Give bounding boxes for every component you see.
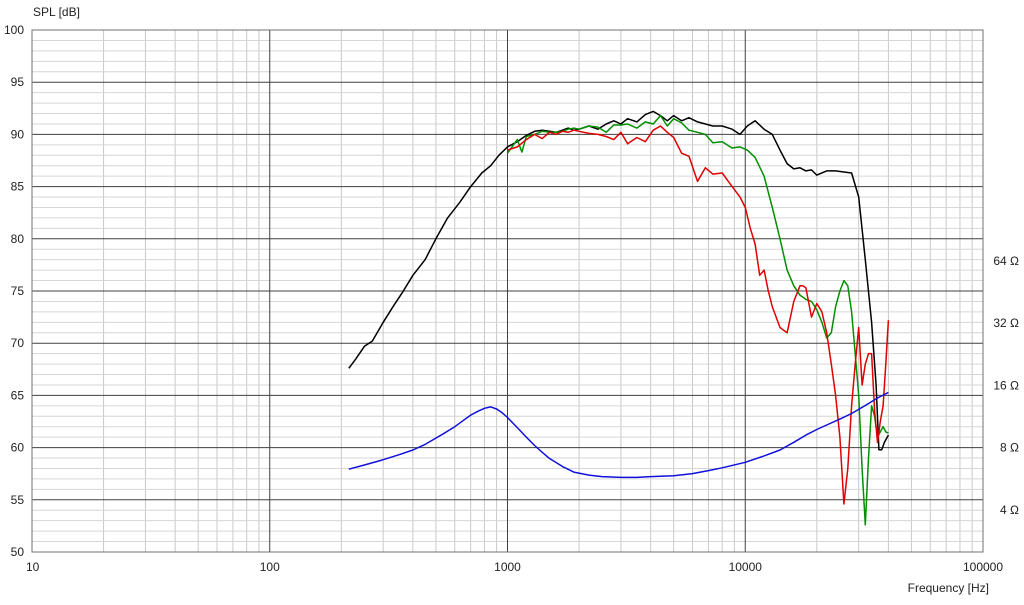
y-tick-label: 65	[11, 388, 25, 402]
x-tick-label: 10	[26, 560, 40, 574]
x-tick-label: 1000	[494, 560, 521, 574]
y2-tick-label: 16 Ω	[993, 378, 1019, 392]
series-line-4	[348, 391, 889, 479]
y-tick-label: 60	[11, 441, 25, 455]
series-line-1	[348, 110, 890, 451]
x-axis-label: Frequency [Hz]	[908, 581, 989, 595]
y2-tick-label: 32 Ω	[993, 316, 1019, 330]
y-tick-label: 85	[11, 180, 25, 194]
y2-tick-label: 4 Ω	[1000, 503, 1019, 517]
y-tick-label: 55	[11, 493, 25, 507]
series-line-3	[507, 125, 890, 505]
y-tick-label: 100	[4, 23, 24, 37]
y-axis-label: SPL [dB]	[33, 5, 80, 19]
y2-tick-label: 64 Ω	[993, 254, 1019, 268]
y-tick-label: 75	[11, 284, 25, 298]
y-tick-label: 95	[11, 75, 25, 89]
y-tick-label: 90	[11, 127, 25, 141]
y-tick-label: 50	[11, 545, 25, 559]
y2-tick-label: 8 Ω	[1000, 441, 1019, 455]
x-tick-label: 100	[260, 560, 280, 574]
series-line-2	[506, 114, 889, 526]
plot-frame	[31, 29, 984, 553]
x-tick-label: 100000	[963, 560, 1003, 574]
x-tick-label: 10000	[729, 560, 763, 574]
grid-major	[31, 29, 984, 553]
y-tick-label: 70	[11, 336, 25, 350]
series-layer	[348, 110, 890, 526]
y-tick-label: 80	[11, 232, 25, 246]
